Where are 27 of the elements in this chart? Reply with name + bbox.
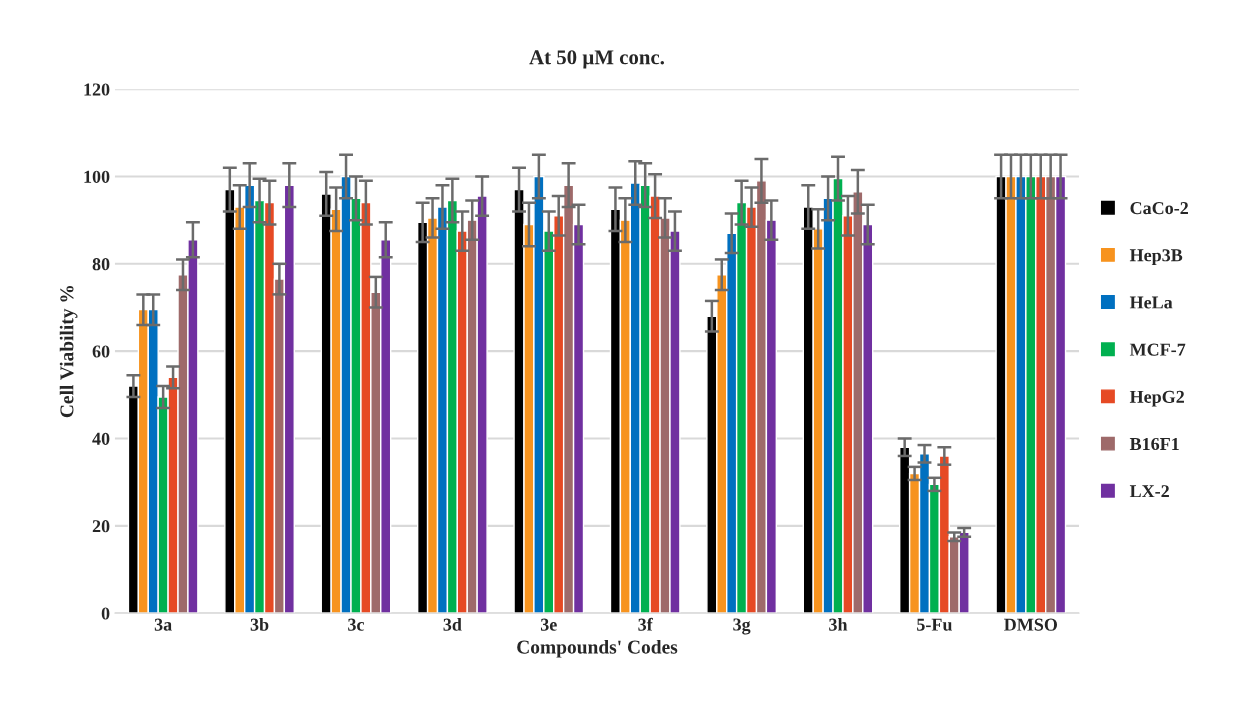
legend-label: LX-2 <box>1129 485 1169 498</box>
y-tick-label: 120 <box>84 83 110 96</box>
legend-label: B16F1 <box>1129 437 1179 451</box>
x-tick-label: 3f <box>638 617 653 631</box>
y-tick-label: 20 <box>92 520 110 533</box>
x-tick-label: DMSO <box>1004 618 1058 631</box>
x-tick-label: 5-Fu <box>917 618 952 631</box>
chart-title: At 50 µM conc. <box>529 50 664 69</box>
x-tick-label: 3b <box>250 618 269 631</box>
y-tick-label: 60 <box>92 345 110 358</box>
y-tick-label: 100 <box>84 170 110 183</box>
x-tick-label: 3g <box>733 618 751 635</box>
legend-label: Hep3B <box>1129 249 1183 266</box>
y-tick-label: 0 <box>101 607 110 620</box>
y-tick-label: 80 <box>92 258 110 271</box>
legend-label: HeLa <box>1129 296 1173 309</box>
x-tick-label: 3c <box>348 618 365 631</box>
x-axis-title: Compounds' Codes <box>517 639 678 658</box>
legend-label: MCF-7 <box>1129 343 1186 356</box>
y-tick-label: 40 <box>92 432 110 445</box>
x-tick-label: 3h <box>829 618 848 631</box>
legend-label: HepG2 <box>1129 390 1184 407</box>
legend-label: CaCo-2 <box>1130 202 1188 215</box>
x-tick-label: 3e <box>540 618 557 631</box>
x-tick-label: 3d <box>443 618 462 631</box>
x-tick-label: 3a <box>154 618 172 631</box>
y-axis-title: Cell Viability % <box>59 285 78 418</box>
